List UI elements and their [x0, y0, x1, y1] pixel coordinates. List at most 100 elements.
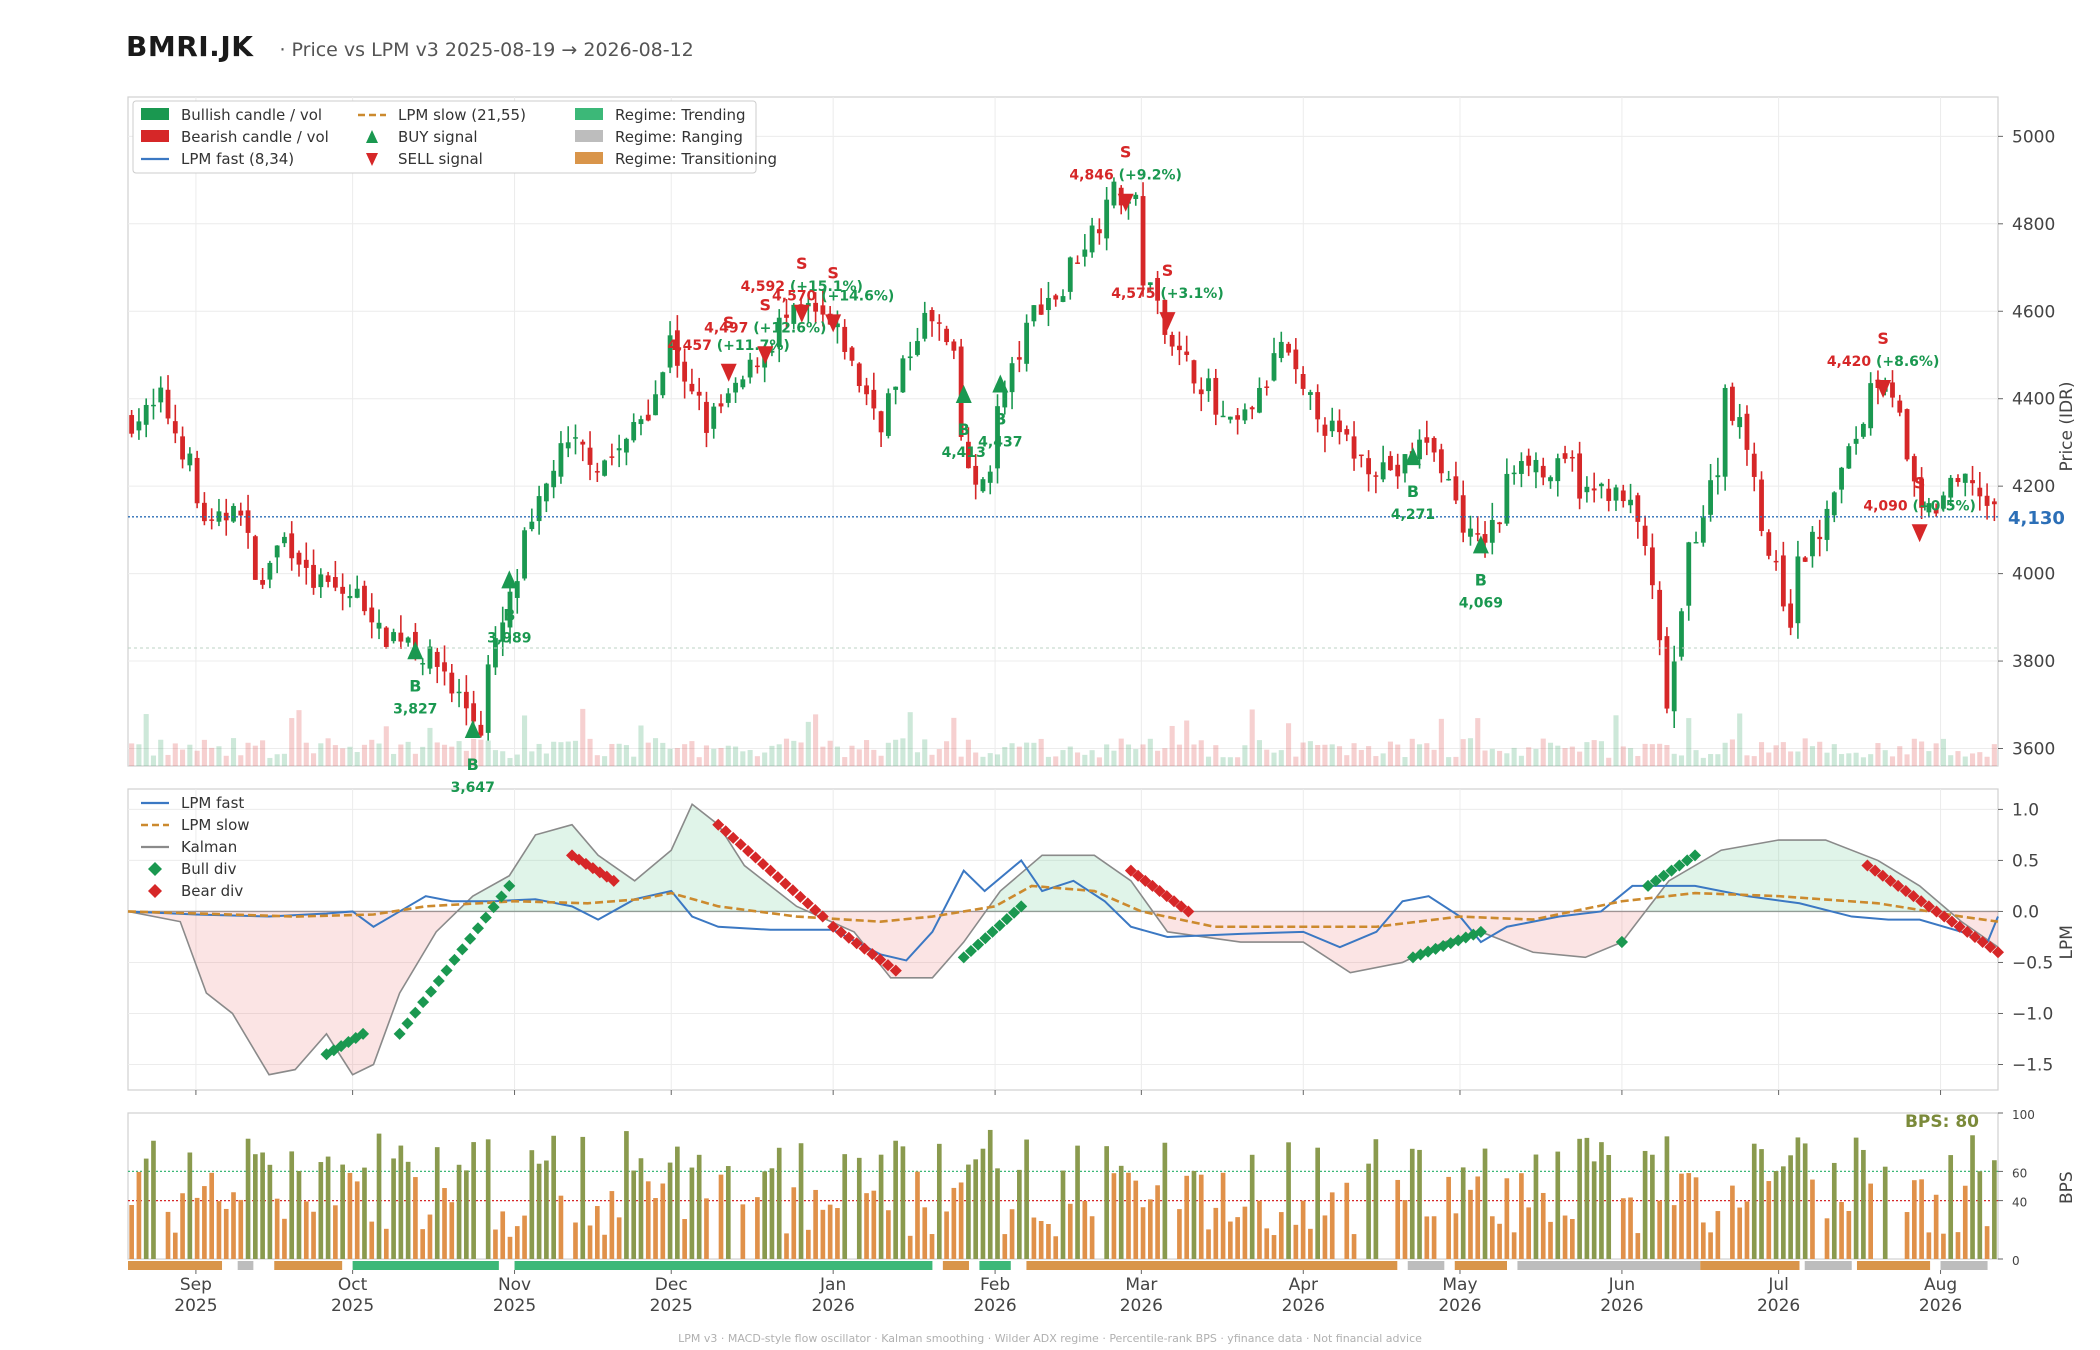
bps-bar: [544, 1160, 549, 1259]
candle-body: [420, 663, 426, 665]
buy-signal-letter: B: [1407, 482, 1419, 501]
bps-bar: [1599, 1142, 1604, 1259]
volume-bar: [420, 746, 426, 766]
bull-div-marker: [964, 944, 977, 957]
bps-bar: [784, 1233, 789, 1259]
x-tick-year: 2026: [812, 1296, 855, 1316]
candle-body: [1657, 589, 1663, 641]
bps-bar: [1577, 1138, 1582, 1259]
bps-bar: [936, 1143, 942, 1259]
volume-bar: [1977, 752, 1983, 766]
bps-bar: [1293, 1224, 1299, 1259]
bps-bar: [1744, 1201, 1750, 1259]
bull-div-marker: [417, 996, 430, 1009]
volume-bar: [1780, 742, 1786, 766]
bps-bar: [507, 1236, 513, 1259]
volume-bar: [1817, 741, 1823, 766]
candle-body: [624, 438, 629, 453]
candle-body: [522, 530, 527, 579]
bps-bar: [791, 1187, 797, 1259]
bps-bar: [1308, 1228, 1313, 1259]
candle-body: [1577, 453, 1583, 499]
bps-bar: [536, 1163, 542, 1259]
volume-bar: [1606, 757, 1612, 766]
price-axis-title: Price (IDR): [2057, 381, 2077, 471]
bear-div-marker: [835, 926, 848, 939]
bear-div-marker: [801, 897, 814, 910]
chart-footer: LPM v3 · MACD-style flow oscillator · Ka…: [678, 1332, 1422, 1345]
bull-div-marker: [440, 964, 453, 977]
volume-bar: [1038, 738, 1044, 766]
candle-body: [1424, 437, 1430, 443]
price-tick-label: 4800: [2012, 215, 2055, 235]
candle-body: [1722, 387, 1728, 477]
volume-bar: [1366, 746, 1372, 766]
bps-bar: [1948, 1155, 1954, 1259]
sell-signal-gain: (+15.1%): [790, 279, 863, 295]
bear-div-marker: [607, 874, 620, 887]
candle-body: [1977, 487, 1983, 497]
bps-bar: [1235, 1217, 1240, 1259]
bps-bar: [980, 1148, 986, 1259]
candle-body: [311, 564, 316, 588]
volume-bar: [907, 712, 913, 766]
bps-bar: [835, 1208, 840, 1259]
bps-bar: [1140, 1207, 1146, 1259]
bps-bar: [1242, 1206, 1248, 1259]
legend-label: Regime: Transitioning: [615, 150, 777, 168]
candle-body: [463, 691, 469, 709]
regime-band-ranging: [1804, 1261, 1852, 1270]
volume-bar: [1220, 757, 1226, 766]
candle-body: [340, 586, 346, 594]
candle-body: [1388, 455, 1393, 471]
bps-bar: [529, 1150, 535, 1259]
volume-bar: [1729, 739, 1735, 766]
kalman-line: [127, 803, 1999, 1076]
volume-bar: [1991, 744, 1997, 766]
candle-body: [754, 365, 760, 368]
candle-body: [1053, 295, 1059, 300]
bps-bar: [1919, 1179, 1924, 1259]
volume-bar: [1169, 725, 1175, 766]
chart-header: BMRI.JK · Price vs LPM v3 2025-08-19 → 2…: [126, 30, 694, 70]
bps-last-value: BPS: 80: [1905, 1112, 1979, 1132]
volume-bar: [252, 745, 258, 766]
volume-bar: [1926, 751, 1932, 766]
x-tick-month: Mar: [1125, 1275, 1157, 1295]
bps-bar: [1635, 1233, 1641, 1259]
sell-signal-marker: [793, 304, 810, 323]
bps-bar: [260, 1152, 265, 1259]
bps-bar: [1468, 1189, 1473, 1259]
regime-band-trending: [979, 1261, 1011, 1270]
bps-bar: [929, 1234, 935, 1259]
regime-band-ranging: [237, 1261, 254, 1270]
volume-bar: [514, 754, 520, 766]
bps-bar: [1482, 1148, 1488, 1259]
volume-bar: [1315, 745, 1321, 766]
bps-bar: [886, 1210, 891, 1259]
volume-bar: [1533, 748, 1539, 766]
volume-bar: [536, 743, 542, 766]
volume-bar: [165, 754, 171, 766]
buy-signal-marker: [1472, 535, 1489, 554]
volume-bar: [1242, 745, 1248, 766]
candle-body: [1104, 199, 1110, 239]
candle-body: [1941, 495, 1946, 509]
candle-body: [1046, 297, 1051, 311]
candle-body: [1562, 453, 1568, 459]
bps-bar: [1424, 1216, 1430, 1259]
candle-body: [1613, 487, 1619, 501]
candle-body: [1773, 560, 1779, 563]
volume-bar: [689, 741, 695, 766]
candle-body: [1548, 477, 1553, 482]
volume-bar: [638, 725, 644, 766]
sell-signal-price: 4,090: [1863, 498, 1912, 514]
bps-bar: [580, 1136, 586, 1259]
candle-body: [514, 581, 520, 598]
lpm-axis-title: LPM: [2057, 925, 2077, 959]
bps-bar: [1606, 1155, 1612, 1259]
legend-swatch: [366, 130, 378, 143]
x-tick-year: 2026: [973, 1296, 1016, 1316]
bull-div-marker: [993, 919, 1006, 932]
bps-axis-title: BPS: [2057, 1171, 2077, 1204]
